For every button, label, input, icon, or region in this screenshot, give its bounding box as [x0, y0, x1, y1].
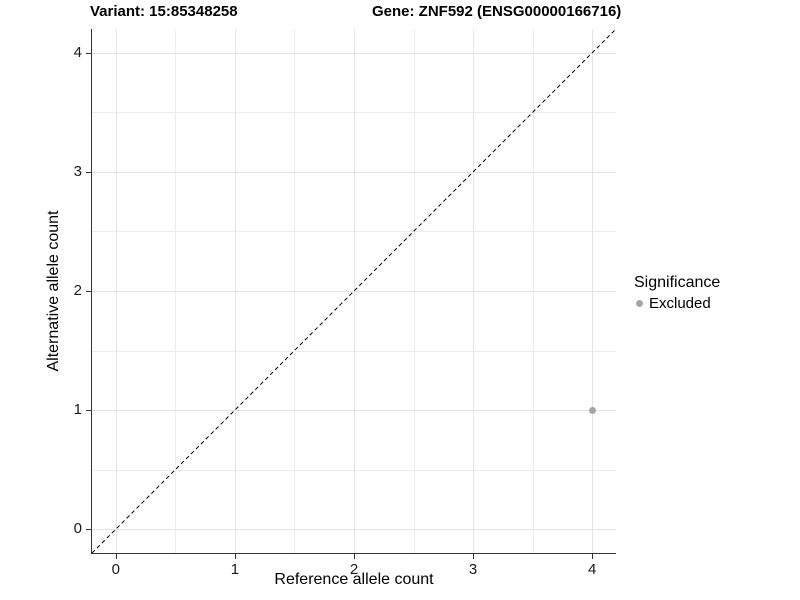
gridline-major-horizontal	[92, 171, 616, 173]
point-layer	[92, 29, 616, 553]
legend-item-label: Excluded	[649, 295, 711, 312]
y-tick-label: 2	[73, 282, 82, 299]
gridline-major-vertical	[473, 29, 475, 553]
x-axis-tick	[473, 554, 475, 559]
plot-title-gene: Gene: ZNF592 (ENSG00000166716)	[372, 3, 622, 20]
x-axis-line	[91, 553, 616, 554]
x-tick-label: 2	[349, 561, 359, 578]
grid-layer	[92, 29, 616, 553]
x-axis-tick	[115, 554, 117, 559]
y-axis-line	[91, 29, 92, 554]
x-tick-label: 4	[588, 561, 597, 578]
legend-title: Significance	[634, 274, 721, 291]
x-tick-label: 0	[111, 561, 120, 578]
data-point	[588, 406, 596, 414]
x-axis-tick	[234, 554, 236, 559]
identity-line-path	[92, 29, 616, 553]
y-tick-label: 1	[73, 401, 82, 419]
y-axis-tick	[86, 410, 91, 412]
x-axis-tick	[354, 554, 355, 559]
legend-item-excluded: Excluded	[634, 295, 720, 312]
y-axis-tick	[86, 52, 91, 54]
y-tick-label: 4	[73, 43, 82, 61]
legend: Significance Excluded	[634, 274, 720, 312]
x-tick-label: 3	[468, 561, 478, 578]
gridline-major-horizontal	[92, 291, 616, 292]
y-axis-tick	[86, 529, 91, 531]
x-axis-tick	[592, 554, 594, 559]
y-tick-label: 3	[73, 162, 82, 180]
gridline-major-vertical	[592, 29, 594, 553]
y-tick-label: 0	[73, 520, 82, 538]
plot-panel	[92, 29, 616, 553]
gridline-major-horizontal	[92, 52, 616, 54]
legend-point-icon	[636, 300, 643, 307]
plot-title-variant: Variant: 15:85348258	[90, 3, 238, 20]
x-axis-title: Reference allele count	[274, 571, 434, 588]
y-axis-tick	[86, 291, 91, 292]
x-tick-label: 1	[230, 561, 240, 578]
identity-line	[92, 29, 616, 553]
y-axis-tick	[86, 171, 91, 173]
